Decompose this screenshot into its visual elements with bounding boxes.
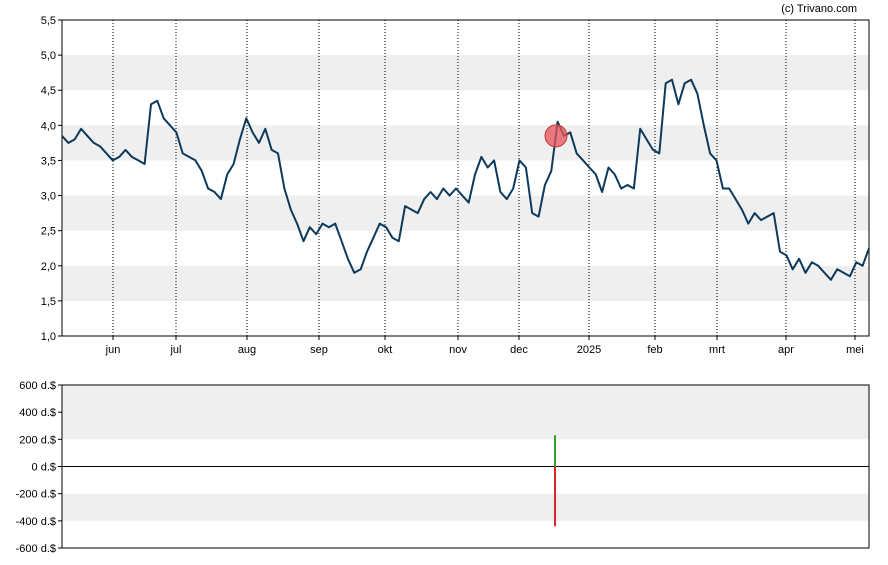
price-y-tick-label: 4,0 <box>41 120 56 132</box>
price-series-line <box>61 78 870 281</box>
price-x-tick-label: dec <box>510 344 528 356</box>
transaction-band <box>62 412 869 440</box>
transaction-chart-bands <box>62 385 869 521</box>
price-x-tick-label: jun <box>105 344 121 356</box>
transaction-marker <box>544 124 568 148</box>
price-x-tick-label: aug <box>238 344 256 356</box>
price-band <box>62 195 869 231</box>
transaction-y-tick-label: 400 d.$ <box>19 407 56 419</box>
price-x-tick-label: mrt <box>709 344 725 356</box>
price-y-tick-label: 5,0 <box>41 50 56 62</box>
price-x-tick-label: 2025 <box>577 344 601 356</box>
price-x-tick-label: sep <box>310 344 328 356</box>
transaction-band <box>62 385 869 413</box>
price-y-tick-label: 1,0 <box>41 331 56 343</box>
price-y-tick-label: 3,5 <box>41 155 56 167</box>
credit-label: (c) Trivano.com <box>781 3 857 15</box>
price-chart: 1,0 1,5 2,0 2,5 3,0 3,5 4,0 4,5 5,0 5,5 jun jul aug… <box>41 15 870 356</box>
transaction-chart: 600 d.$ 400 d.$ 200 d.$ 0 d.$ -200 d.$ -400 d… <box>16 380 870 555</box>
price-x-tick-label: apr <box>778 344 794 356</box>
price-y-tick-label: 5,5 <box>41 15 56 27</box>
price-y-tick-label: 2,5 <box>41 226 56 238</box>
price-x-tick-label: mei <box>846 344 864 356</box>
transaction-y-tick-label: -600 d.$ <box>16 543 56 555</box>
price-x-tick-label: jul <box>169 344 181 356</box>
price-y-tick-label: 2,0 <box>41 261 56 273</box>
price-band <box>62 265 869 301</box>
price-x-tick-label: okt <box>378 344 393 356</box>
price-x-tick-label: feb <box>647 344 662 356</box>
transaction-y-tick-label: -200 d.$ <box>16 489 56 501</box>
price-band <box>62 125 869 161</box>
price-chart-y-axis: 1,0 1,5 2,0 2,5 3,0 3,5 4,0 4,5 5,0 5,5 <box>41 15 62 343</box>
price-chart-x-axis: jun jul aug sep okt nov dec 2025 feb mrt apr mei <box>105 336 864 356</box>
price-band <box>62 55 869 91</box>
transaction-band <box>62 493 869 521</box>
transaction-y-tick-label: -400 d.$ <box>16 516 56 528</box>
transaction-chart-y-axis: 600 d.$ 400 d.$ 200 d.$ 0 d.$ -200 d.$ -400 d… <box>16 380 62 555</box>
transaction-y-tick-label: 0 d.$ <box>32 462 56 474</box>
price-y-tick-label: 1,5 <box>41 296 56 308</box>
price-x-tick-label: nov <box>449 344 467 356</box>
price-chart-frame <box>61 19 870 337</box>
price-chart-bands <box>62 55 869 301</box>
transaction-y-tick-label: 600 d.$ <box>19 380 56 392</box>
transaction-y-tick-label: 200 d.$ <box>19 434 56 446</box>
price-y-tick-label: 3,0 <box>41 191 56 203</box>
price-y-tick-label: 4,5 <box>41 85 56 97</box>
